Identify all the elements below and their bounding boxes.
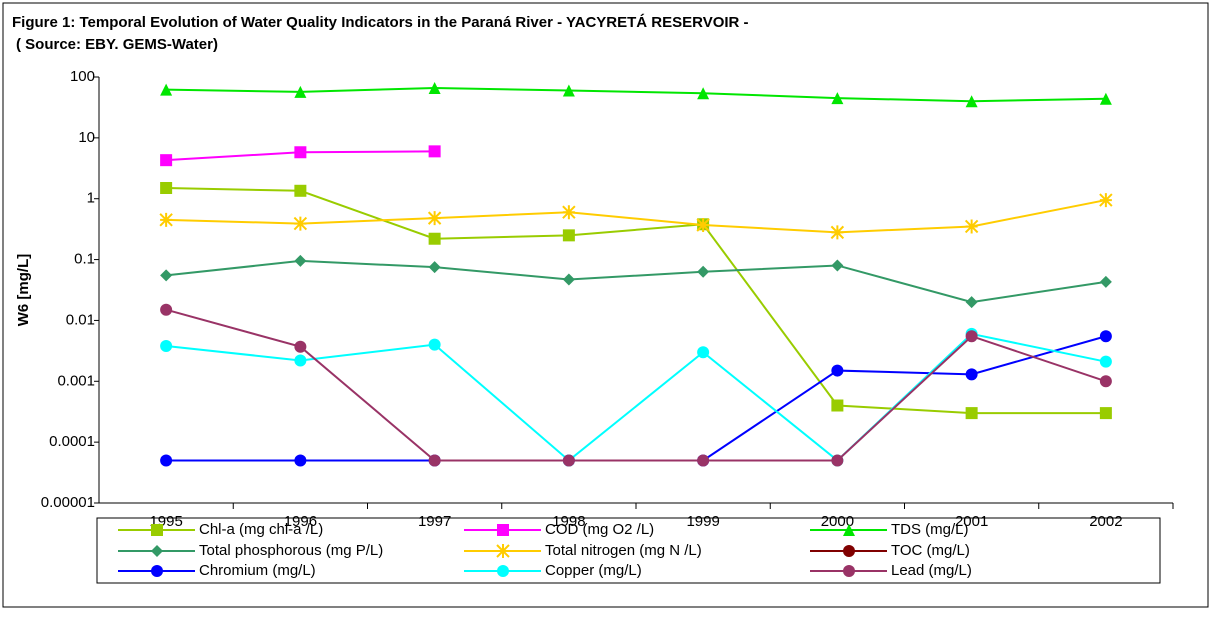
marker bbox=[294, 184, 307, 197]
marker bbox=[830, 225, 845, 240]
marker bbox=[497, 565, 509, 577]
marker bbox=[428, 81, 441, 94]
marker bbox=[1099, 375, 1112, 388]
marker bbox=[1099, 275, 1112, 288]
x-tick-label: 2000 bbox=[821, 513, 854, 530]
marker bbox=[1099, 330, 1112, 343]
legend-label: Copper (mg/L) bbox=[545, 562, 642, 579]
marker bbox=[1099, 193, 1113, 208]
marker bbox=[965, 330, 978, 343]
x-tick-label: 2002 bbox=[1089, 513, 1122, 530]
legend-label: TOC (mg/L) bbox=[891, 542, 970, 559]
marker bbox=[697, 265, 710, 278]
chart-subtitle: ( Source: EBY. GEMS-Water) bbox=[16, 36, 218, 53]
y-tick-label: 100 bbox=[70, 68, 95, 85]
marker bbox=[843, 565, 855, 577]
marker bbox=[1099, 355, 1112, 368]
chart-border bbox=[2, 2, 1209, 608]
marker bbox=[697, 454, 710, 467]
marker bbox=[428, 261, 441, 274]
x-tick-label: 1999 bbox=[686, 513, 719, 530]
marker bbox=[294, 340, 307, 353]
marker bbox=[1099, 407, 1112, 420]
marker bbox=[151, 545, 163, 557]
marker bbox=[294, 85, 307, 98]
marker bbox=[843, 524, 855, 536]
series-line bbox=[166, 186, 1106, 415]
marker bbox=[562, 273, 575, 286]
y-axis-label: W6 [mg/L] bbox=[15, 254, 32, 327]
marker bbox=[427, 211, 442, 226]
marker bbox=[562, 205, 576, 220]
marker bbox=[160, 303, 173, 316]
marker bbox=[151, 524, 163, 536]
marker bbox=[831, 364, 844, 377]
x-tick-label: 1998 bbox=[552, 513, 585, 530]
marker bbox=[965, 407, 978, 420]
series-line bbox=[165, 308, 1107, 462]
y-tick-label: 0.01 bbox=[66, 311, 95, 328]
legend-label: Chromium (mg/L) bbox=[199, 562, 316, 579]
marker bbox=[160, 83, 173, 96]
series-line bbox=[166, 332, 1107, 462]
series-line bbox=[166, 199, 1107, 234]
marker bbox=[1099, 92, 1112, 105]
marker bbox=[294, 254, 307, 267]
marker bbox=[160, 154, 173, 167]
marker bbox=[497, 524, 509, 536]
legend-label: Lead (mg/L) bbox=[891, 562, 972, 579]
marker bbox=[965, 95, 978, 108]
legend-label: Chl-a (mg chl-a /L) bbox=[199, 521, 323, 538]
y-tick-label: 0.1 bbox=[74, 251, 95, 268]
marker bbox=[294, 354, 307, 367]
marker bbox=[843, 545, 855, 557]
marker bbox=[151, 565, 163, 577]
marker bbox=[831, 259, 844, 272]
marker bbox=[965, 368, 978, 381]
marker bbox=[697, 346, 710, 359]
marker bbox=[964, 219, 979, 234]
marker bbox=[294, 454, 307, 467]
marker bbox=[428, 338, 441, 351]
y-tick-label: 0.001 bbox=[57, 372, 95, 389]
marker bbox=[160, 454, 173, 467]
legend-box bbox=[96, 517, 1161, 584]
marker bbox=[696, 217, 710, 232]
marker bbox=[293, 216, 308, 231]
marker bbox=[831, 92, 844, 105]
series-line bbox=[166, 86, 1106, 103]
x-tick-label: 1997 bbox=[418, 513, 451, 530]
marker bbox=[831, 399, 844, 412]
marker bbox=[428, 454, 441, 467]
x-tick-label: 2001 bbox=[955, 513, 988, 530]
marker bbox=[160, 340, 173, 353]
y-tick-label: 0.0001 bbox=[49, 433, 95, 450]
marker bbox=[160, 181, 173, 194]
marker bbox=[562, 84, 575, 97]
marker bbox=[965, 296, 978, 309]
chart-title: Figure 1: Temporal Evolution of Water Qu… bbox=[12, 14, 749, 31]
legend-label: Total phosphorous (mg P/L) bbox=[199, 542, 383, 559]
marker bbox=[159, 212, 173, 227]
y-tick-label: 10 bbox=[78, 129, 95, 146]
marker bbox=[562, 229, 575, 242]
series-line bbox=[166, 259, 1107, 304]
y-tick-label: 1 bbox=[87, 190, 95, 207]
marker bbox=[160, 269, 173, 282]
legend-label: TDS (mg/L) bbox=[891, 521, 969, 538]
legend-label: Total nitrogen (mg N /L) bbox=[545, 542, 702, 559]
marker bbox=[294, 146, 307, 159]
y-tick-label: 0.00001 bbox=[41, 494, 95, 511]
marker bbox=[831, 454, 844, 467]
marker bbox=[428, 145, 441, 158]
marker bbox=[697, 87, 710, 100]
marker bbox=[562, 454, 575, 467]
x-tick-label: 1996 bbox=[284, 513, 317, 530]
marker bbox=[496, 544, 510, 558]
legend-label: COD (mg O2 /L) bbox=[545, 521, 654, 538]
marker bbox=[428, 232, 441, 245]
